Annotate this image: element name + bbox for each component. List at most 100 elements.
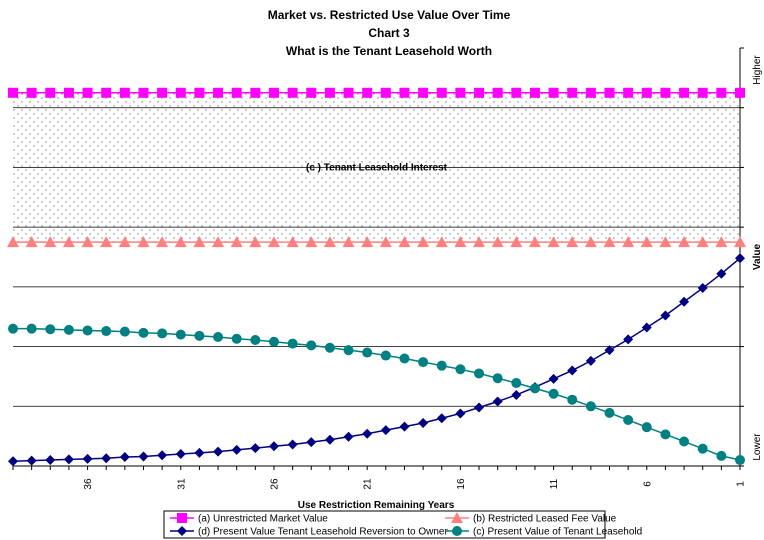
- x-tick-label: 31: [176, 478, 187, 490]
- data-point-restricted-leased-fee-value: [473, 236, 486, 248]
- data-point-tenant-leasehold-value: [194, 330, 205, 341]
- data-point-tenant-leasehold-value: [231, 333, 242, 344]
- data-point-tenant-leasehold-value: [697, 443, 708, 454]
- data-point-unrestricted-market-value: [399, 87, 410, 98]
- data-point-restricted-leased-fee-value: [156, 236, 169, 248]
- x-tick-label: 6: [642, 481, 653, 487]
- legend-marker: [177, 513, 187, 523]
- data-point-tenant-leasehold-value: [82, 325, 93, 336]
- data-point-reversion-to-owner: [380, 425, 391, 436]
- data-point-tenant-leasehold-value: [175, 329, 186, 340]
- series-line-reversion-to-owner: [12, 257, 741, 462]
- data-point-reversion-to-owner: [101, 453, 112, 464]
- legend-box: [163, 510, 606, 539]
- data-point-tenant-leasehold-value: [380, 350, 391, 361]
- x-tick-label: 1: [736, 481, 747, 487]
- data-point-reversion-to-owner: [735, 253, 745, 264]
- data-point-restricted-leased-fee-value: [547, 236, 560, 248]
- data-point-reversion-to-owner: [287, 439, 298, 450]
- data-point-tenant-leasehold-value: [623, 415, 634, 426]
- data-point-reversion-to-owner: [8, 456, 18, 467]
- series-unrestricted-market-value: [8, 87, 745, 98]
- data-point-restricted-leased-fee-value: [212, 236, 225, 248]
- data-point-reversion-to-owner: [679, 296, 690, 307]
- legend-label: (d) Present Value Tenant Leasehold Rever…: [198, 527, 448, 538]
- data-point-unrestricted-market-value: [119, 87, 130, 98]
- data-point-reversion-to-owner: [250, 443, 261, 454]
- data-point-unrestricted-market-value: [679, 87, 690, 98]
- data-point-reversion-to-owner: [362, 428, 373, 439]
- legend-label: (a) Unrestricted Market Value: [198, 514, 328, 525]
- data-point-restricted-leased-fee-value: [62, 236, 75, 248]
- series-line-tenant-leasehold-value: [13, 327, 741, 461]
- legend-item-restricted-leased-fee-value: (b) Restricted Leased Fee Value: [445, 512, 617, 525]
- data-point-restricted-leased-fee-value: [7, 236, 19, 248]
- legend-label: (c) Present Value of Tenant Leasehold: [473, 527, 642, 538]
- data-point-unrestricted-market-value: [567, 87, 578, 98]
- data-point-unrestricted-market-value: [623, 87, 634, 98]
- data-point-restricted-leased-fee-value: [361, 236, 374, 248]
- data-point-unrestricted-market-value: [8, 87, 18, 98]
- data-point-restricted-leased-fee-value: [174, 236, 187, 248]
- data-point-reversion-to-owner: [455, 408, 466, 419]
- data-point-unrestricted-market-value: [194, 87, 205, 98]
- data-point-restricted-leased-fee-value: [622, 236, 635, 248]
- data-point-restricted-leased-fee-value: [100, 236, 113, 248]
- legend-item-tenant-leasehold-value: (c) Present Value of Tenant Leasehold: [445, 526, 642, 538]
- data-point-unrestricted-market-value: [529, 87, 540, 98]
- data-point-unrestricted-market-value: [45, 87, 56, 98]
- chart-title-line-3: What is the Tenant Leasehold Worth: [286, 44, 492, 58]
- legend-marker: [177, 526, 187, 536]
- x-tick-label: 16: [456, 478, 467, 490]
- data-point-tenant-leasehold-value: [26, 323, 37, 334]
- data-point-reversion-to-owner: [548, 373, 559, 384]
- data-point-tenant-leasehold-value: [660, 429, 671, 440]
- data-point-restricted-leased-fee-value: [659, 236, 672, 248]
- y-tick-label-higher: Higher: [752, 55, 763, 85]
- data-point-restricted-leased-fee-value: [81, 236, 94, 248]
- data-point-tenant-leasehold-value: [548, 388, 559, 399]
- x-axis-ticks: 36 31 26 21 16 11 6 1: [12, 466, 747, 490]
- data-point-unrestricted-market-value: [455, 87, 466, 98]
- data-point-tenant-leasehold-value: [287, 338, 298, 349]
- data-point-reversion-to-owner: [399, 421, 410, 432]
- x-tick-label: 21: [363, 478, 374, 490]
- data-point-reversion-to-owner: [418, 418, 429, 429]
- data-point-reversion-to-owner: [63, 454, 74, 465]
- data-point-reversion-to-owner: [119, 452, 130, 463]
- data-point-reversion-to-owner: [213, 446, 224, 457]
- data-point-tenant-leasehold-value: [63, 324, 74, 335]
- y-axis-title: Value: [752, 244, 763, 271]
- data-point-reversion-to-owner: [511, 389, 522, 400]
- data-point-tenant-leasehold-value: [8, 323, 18, 334]
- data-point-restricted-leased-fee-value: [137, 236, 150, 248]
- x-tick-label: 36: [83, 478, 94, 490]
- data-point-unrestricted-market-value: [604, 87, 615, 98]
- data-point-reversion-to-owner: [157, 450, 168, 461]
- data-point-tenant-leasehold-value: [567, 394, 578, 405]
- data-point-unrestricted-market-value: [474, 87, 485, 98]
- x-tick-label: 26: [269, 478, 280, 490]
- data-point-reversion-to-owner: [138, 451, 149, 462]
- data-point-unrestricted-market-value: [63, 87, 74, 98]
- data-point-tenant-leasehold-value: [529, 383, 540, 394]
- data-point-tenant-leasehold-value: [716, 450, 727, 461]
- data-point-tenant-leasehold-value: [679, 436, 690, 447]
- data-point-restricted-leased-fee-value: [454, 236, 467, 248]
- data-point-restricted-leased-fee-value: [118, 236, 131, 248]
- data-point-reversion-to-owner: [660, 310, 671, 321]
- gridlines: [13, 107, 740, 407]
- data-point-restricted-leased-fee-value: [193, 236, 206, 248]
- x-axis-title: Use Restriction Remaining Years: [298, 500, 455, 511]
- data-point-reversion-to-owner: [82, 453, 93, 464]
- data-point-restricted-leased-fee-value: [603, 236, 616, 248]
- data-point-restricted-leased-fee-value: [398, 236, 411, 248]
- data-point-restricted-leased-fee-value: [528, 236, 541, 248]
- data-point-tenant-leasehold-value: [604, 407, 615, 418]
- data-point-unrestricted-market-value: [26, 87, 37, 98]
- data-point-reversion-to-owner: [641, 322, 652, 333]
- data-point-restricted-leased-fee-value: [566, 236, 579, 248]
- data-point-unrestricted-market-value: [660, 87, 671, 98]
- data-point-unrestricted-market-value: [585, 87, 596, 98]
- data-point-reversion-to-owner: [436, 413, 447, 424]
